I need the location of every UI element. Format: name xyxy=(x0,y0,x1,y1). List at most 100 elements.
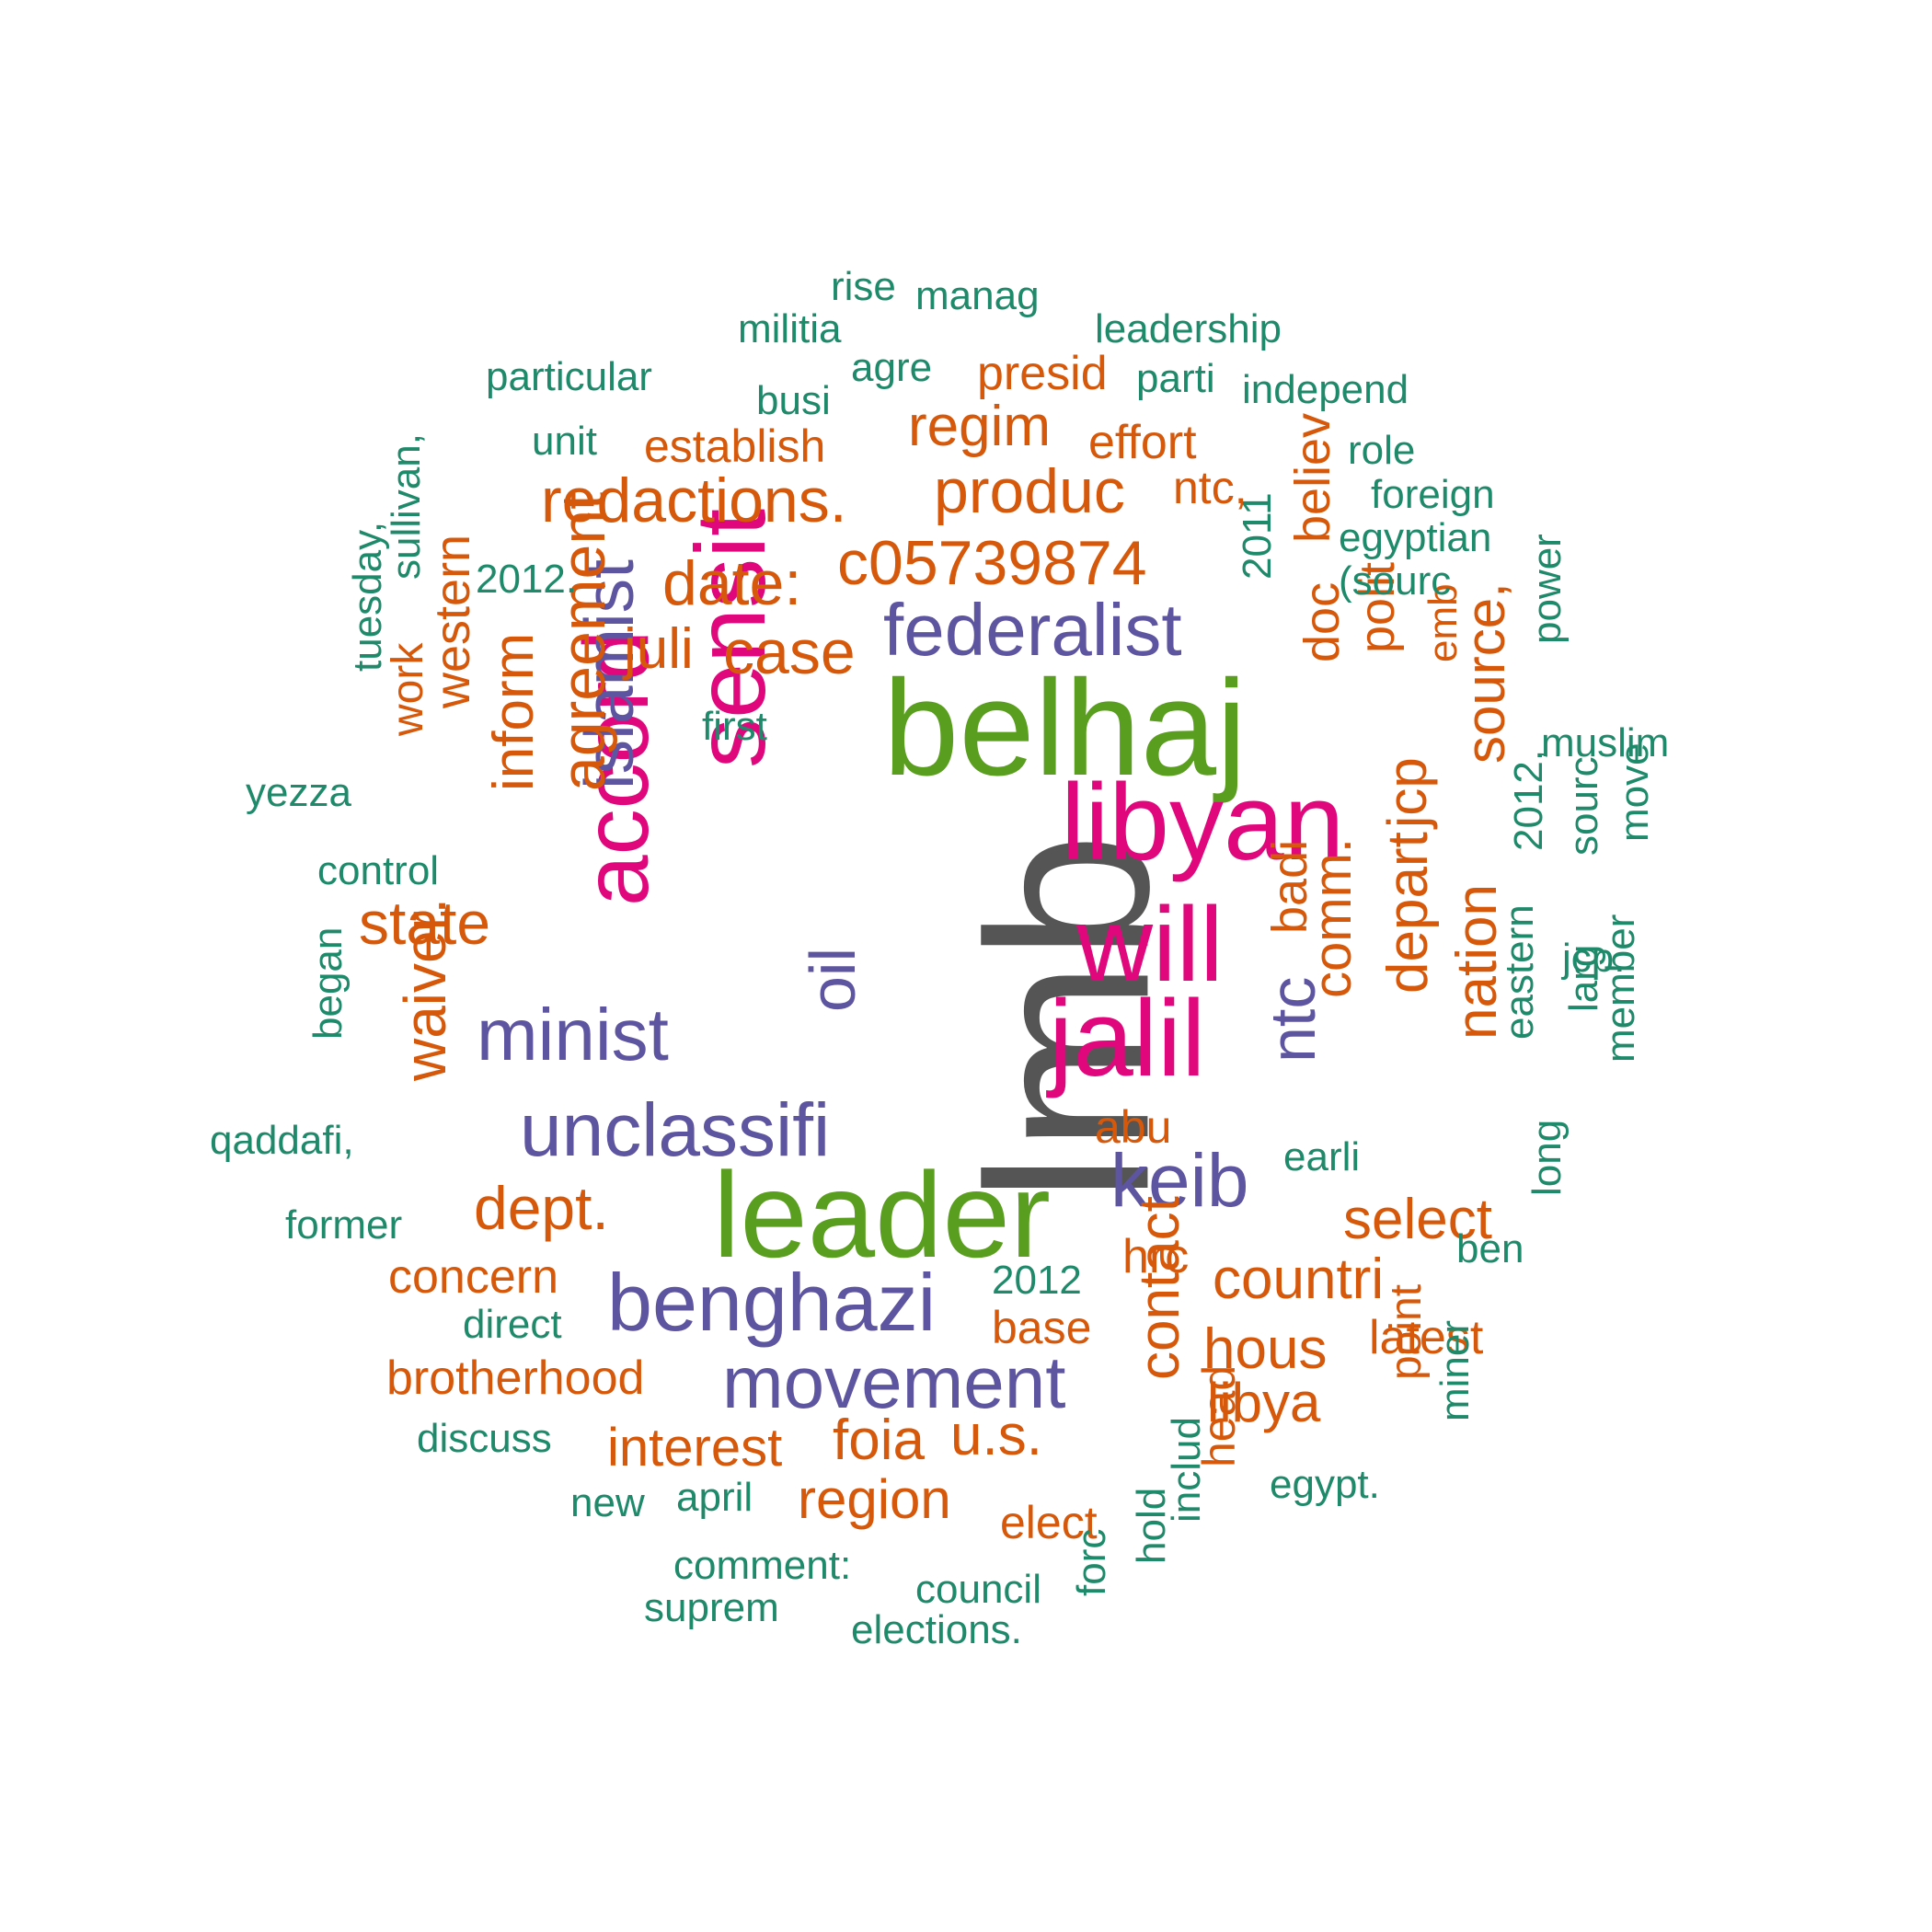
word-april: april xyxy=(676,1475,753,1520)
word-sullivan: sullivan, xyxy=(384,433,429,580)
word-control: control xyxy=(317,848,440,893)
word-keib: keib xyxy=(1110,1139,1249,1223)
word-long: long xyxy=(1524,1119,1570,1196)
word-unit: unit xyxy=(532,419,597,464)
word-depart: depart xyxy=(1376,832,1440,994)
word-2011: 2011 xyxy=(1235,492,1280,580)
word-believ: believ xyxy=(1285,412,1340,543)
word-contact: contact xyxy=(1128,1196,1191,1380)
word-produc: produc xyxy=(934,456,1125,526)
word-establish: establish xyxy=(644,420,826,472)
word-dept: dept. xyxy=(474,1174,609,1242)
word-belhaj: belhaj xyxy=(883,652,1248,804)
word-2012-dot: 2012. xyxy=(476,557,578,602)
word-sourc: sourc xyxy=(1561,756,1606,856)
word-libya: libya xyxy=(1207,1372,1321,1433)
word-interest: interest xyxy=(607,1418,783,1478)
word-source-comma: source, xyxy=(1455,582,1516,764)
word-busi: busi xyxy=(756,378,831,423)
word-benghazi: benghazi xyxy=(607,1257,937,1348)
word-yezza: yezza xyxy=(246,770,351,815)
word-select: select xyxy=(1343,1188,1492,1251)
word-leadership: leadership xyxy=(1095,306,1282,351)
word-agreement: agreement xyxy=(548,491,618,791)
word-hold: hold xyxy=(1129,1487,1174,1564)
word-manag: manag xyxy=(915,273,1040,318)
word-juli: juli xyxy=(624,617,694,681)
word-militia: militia xyxy=(738,306,842,351)
word-redactions: redactions. xyxy=(541,466,847,535)
word-elect: elect xyxy=(1000,1497,1098,1548)
word-new: new xyxy=(570,1480,645,1525)
word-minist: minist xyxy=(477,994,669,1075)
word-badi: badi xyxy=(1262,839,1317,934)
word-muslim: muslim xyxy=(1541,720,1670,765)
word-rise: rise xyxy=(831,264,896,309)
word-forc: forc xyxy=(1069,1528,1114,1596)
word-hrc: hrc xyxy=(1122,1230,1190,1283)
word-ntc-comma: ntc, xyxy=(1173,462,1248,513)
word-jcp-dot: jcp. xyxy=(1562,936,1626,981)
word-power: power xyxy=(1524,534,1570,644)
word-latest: latest xyxy=(1369,1311,1484,1364)
word-suprem: suprem xyxy=(644,1585,779,1630)
word-qaddafi: qaddafi, xyxy=(210,1118,354,1163)
word-independ: independ xyxy=(1242,367,1409,412)
word-earli: earli xyxy=(1283,1134,1361,1179)
word-oil: oil xyxy=(797,947,868,1012)
word-brotherhood: brotherhood xyxy=(386,1351,645,1405)
word-date: date: xyxy=(662,548,802,618)
word-miner: miner xyxy=(1432,1319,1478,1421)
word-jalil: jalil xyxy=(1049,978,1206,1099)
word-egyptian: egyptian xyxy=(1339,515,1492,560)
word-waiver: waiver. xyxy=(392,897,458,1081)
word-first: first xyxy=(702,704,767,749)
word-base: base xyxy=(992,1302,1092,1353)
word-regim: regim xyxy=(908,395,1052,458)
word-point: point xyxy=(1382,1283,1431,1380)
word-foreign: foreign xyxy=(1371,472,1495,517)
word-western: western xyxy=(425,534,480,708)
word-unclassifi: unclassifi xyxy=(520,1088,831,1172)
word-role: role xyxy=(1348,428,1416,473)
word-leader: leader xyxy=(713,1147,1051,1282)
word-2012-comma: 2012, xyxy=(1506,749,1551,851)
word-parti: parti xyxy=(1136,356,1215,401)
word-effort: effort xyxy=(1088,416,1197,469)
word-us: u.s. xyxy=(950,1404,1042,1467)
word-presid: presid xyxy=(977,347,1108,400)
word-agre: agre xyxy=(851,345,933,390)
word-eastern: eastern xyxy=(1497,904,1542,1040)
word-abu: abu xyxy=(1095,1101,1172,1153)
word-2012: 2012 xyxy=(992,1258,1082,1303)
word-libyan: libyan xyxy=(1061,762,1345,883)
word-state: state xyxy=(359,889,491,957)
word-jcp: jcp xyxy=(1376,757,1438,828)
word-ben: ben xyxy=(1456,1226,1524,1271)
word-direct: direct xyxy=(463,1302,562,1347)
word-elections: elections. xyxy=(851,1607,1022,1652)
word-tuesday: tuesday, xyxy=(345,521,390,672)
word-comment: comment: xyxy=(673,1543,852,1588)
word-sourc-paren: (sourc xyxy=(1339,558,1452,604)
word-council: council xyxy=(915,1567,1041,1612)
word-work: work xyxy=(384,642,432,736)
word-c05739874: c05739874 xyxy=(837,528,1147,598)
word-egypt: egypt. xyxy=(1270,1462,1380,1507)
word-federalist: federalist xyxy=(883,589,1182,671)
word-will: will xyxy=(1076,886,1224,1004)
word-move: move xyxy=(1612,742,1657,842)
word-movement: movement xyxy=(722,1341,1066,1423)
word-discuss: discuss xyxy=(417,1416,552,1461)
word-countri: countri xyxy=(1213,1248,1385,1311)
word-case: case xyxy=(723,617,856,687)
word-hous: hous xyxy=(1203,1317,1328,1381)
word-inform: inform xyxy=(482,632,546,791)
word-member: member xyxy=(1598,914,1643,1063)
word-region: region xyxy=(798,1468,951,1530)
word-former: former xyxy=(285,1202,403,1248)
word-foia: foia xyxy=(833,1409,925,1472)
word-particular: particular xyxy=(486,354,652,399)
word-concern: concern xyxy=(388,1250,558,1304)
